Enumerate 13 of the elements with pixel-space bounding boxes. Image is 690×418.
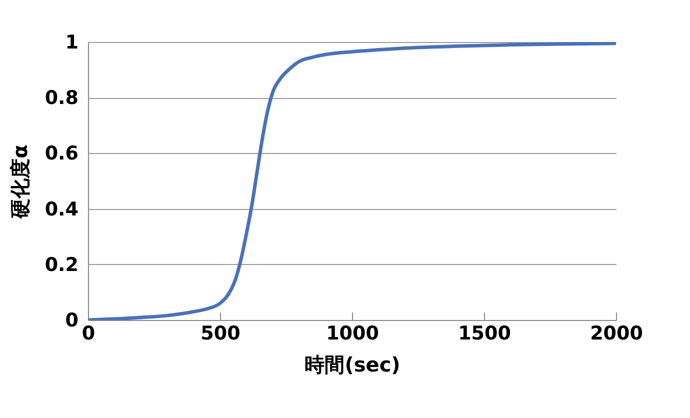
x-tick-label: 0 [82, 322, 96, 344]
x-tick-label: 2000 [590, 322, 643, 344]
y-tick-label: 0.6 [44, 142, 78, 165]
y-axis-title: 硬化度α [8, 144, 32, 220]
x-axis-title: 時間(sec) [304, 352, 400, 376]
y-tick-label: 0.2 [44, 254, 78, 276]
line-series [88, 42, 616, 320]
x-tick-label: 1500 [458, 322, 511, 344]
x-tick-label: 1000 [326, 322, 379, 344]
x-tick-label: 500 [200, 322, 240, 344]
y-tick-label: 0.8 [44, 87, 78, 110]
y-tick-label: 1 [65, 32, 78, 54]
y-tick-label: 0.4 [44, 198, 78, 220]
